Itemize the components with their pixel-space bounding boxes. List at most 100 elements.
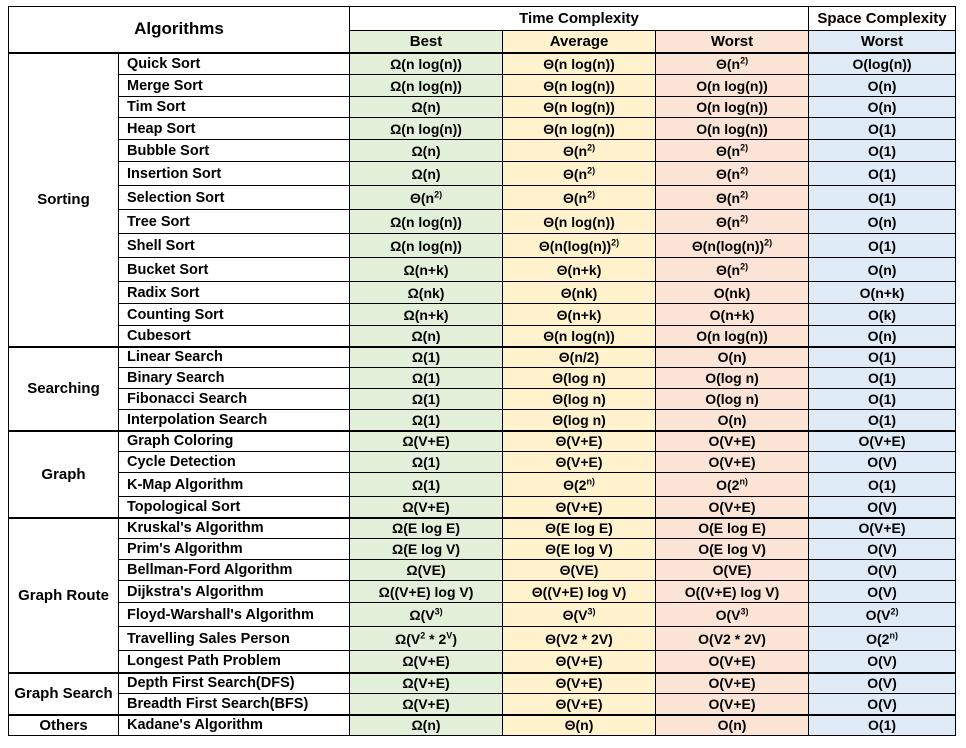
table-row: Others Kadane's Algorithm Ω(n) Θ(n) O(n) O(1): [8, 713, 957, 736]
average-complexity: Θ(2n): [502, 472, 657, 497]
worst-complexity: O(V2 * 2V): [655, 626, 810, 651]
table-row: Tree Sort Ω(n log(n)) Θ(n log(n)) Θ(n2) O(n): [9, 209, 957, 234]
average-complexity: Θ(nk): [502, 281, 657, 304]
average-complexity: Θ(n log(n)): [502, 96, 657, 118]
algorithm-name: Depth First Search(DFS): [117, 671, 351, 694]
worst-complexity: O((V+E) log V): [655, 580, 810, 603]
best-complexity: Θ(n2): [349, 185, 504, 210]
space-complexity: O(1): [808, 367, 957, 389]
algorithm-name: Bubble Sort: [117, 139, 351, 162]
algorithm-name: Graph Coloring: [117, 429, 351, 452]
best-complexity: Ω(VE): [349, 559, 504, 581]
algorithm-name: Tree Sort: [117, 209, 351, 234]
worst-complexity: O(VE): [655, 559, 810, 581]
space-complexity: O(n): [808, 257, 957, 282]
algorithm-name: Kadane's Algorithm: [117, 713, 351, 736]
worst-complexity: Θ(n2): [655, 139, 810, 162]
average-complexity: Θ(n+k): [502, 303, 657, 326]
average-complexity: Θ(n log(n)): [502, 51, 657, 75]
worst-complexity: Θ(n(log(n))2): [655, 233, 810, 258]
space-complexity: O(1): [808, 117, 957, 140]
table-row: Cubesort Ω(n) Θ(n log(n)) O(n log(n)) O(n): [9, 325, 957, 347]
best-complexity: Ω(n log(n)): [349, 51, 504, 75]
worst-complexity: Θ(n2): [655, 51, 810, 75]
worst-complexity: O(E log V): [655, 538, 810, 560]
algorithm-name: Binary Search: [117, 367, 351, 389]
best-complexity: Ω(n log(n)): [349, 74, 504, 97]
best-complexity: Ω(1): [349, 472, 504, 497]
space-complexity: O(V): [808, 650, 957, 673]
worst-complexity: O(log n): [655, 388, 810, 410]
average-complexity: Θ(V3): [502, 602, 657, 627]
space-complexity: O(V): [808, 580, 957, 603]
algorithm-name: Dijkstra's Algorithm: [117, 580, 351, 603]
average-complexity: Θ(n): [502, 713, 657, 736]
best-complexity: Ω(V2 * 2V): [349, 626, 504, 651]
algorithm-name: Cycle Detection: [117, 451, 351, 473]
algorithm-name: Topological Sort: [117, 496, 351, 518]
average-complexity: Θ(n2): [502, 139, 657, 162]
best-complexity: Ω(V+E): [349, 650, 504, 673]
algorithm-name: Shell Sort: [117, 233, 351, 258]
algorithm-name: Quick Sort: [117, 51, 351, 75]
space-complexity: O(k): [808, 303, 957, 326]
best-complexity: Ω(n log(n)): [349, 117, 504, 140]
space-complexity: O(V): [808, 559, 957, 581]
average-complexity: Θ(n log(n)): [502, 209, 657, 234]
average-complexity: Θ(log n): [502, 388, 657, 410]
worst-complexity: O(n): [655, 409, 810, 431]
space-complexity: O(log(n)): [808, 51, 957, 75]
average-complexity: Θ(n/2): [502, 345, 657, 368]
best-complexity: Ω(nk): [349, 281, 504, 304]
space-complexity-header: Space Complexity: [808, 6, 957, 31]
worst-complexity: O(n): [655, 713, 810, 736]
algorithm-name: Longest Path Problem: [117, 650, 351, 673]
algorithm-name: Linear Search: [117, 345, 351, 368]
average-complexity: Θ((V+E) log V): [502, 580, 657, 603]
algorithm-name: Kruskal's Algorithm: [117, 516, 351, 539]
average-complexity: Θ(log n): [502, 367, 657, 389]
table-row: Graph Graph Coloring Ω(V+E) Θ(V+E) O(V+E) O(V…: [8, 429, 957, 518]
worst-complexity: O(n log(n)): [655, 325, 810, 347]
table-row: Graph Route Kruskal's Algorithm Ω(E log E)…: [8, 516, 957, 673]
best-complexity: Ω(n): [349, 139, 504, 162]
category-cell: Sorting: [8, 51, 119, 347]
table-row: Dijkstra's Algorithm Ω((V+E) log V) Θ((V+E…: [9, 580, 957, 603]
table-row: Merge Sort Ω(n log(n)) Θ(n log(n)) O(n log(…: [9, 74, 957, 97]
table-row: Prim's Algorithm Ω(E log V) Θ(E log V) O(E …: [9, 538, 957, 560]
space-complexity: O(1): [808, 713, 957, 736]
space-complexity: O(1): [808, 409, 957, 431]
table-row: Floyd-Warshall's Algorithm Ω(V3) Θ(V3) O(V3…: [9, 602, 957, 627]
average-complexity: Θ(n2): [502, 161, 657, 186]
worst-complexity: O(V+E): [655, 650, 810, 673]
space-complexity: O(1): [808, 233, 957, 258]
algorithm-name: Merge Sort: [117, 74, 351, 97]
category-cell: Graph: [8, 429, 119, 518]
average-complexity: Θ(n log(n)): [502, 325, 657, 347]
space-complexity: O(n): [808, 96, 957, 118]
space-complexity: O(1): [808, 185, 957, 210]
table-row: Selection Sort Θ(n2) Θ(n2) Θ(n2) O(1): [9, 185, 957, 210]
table-row: Longest Path Problem Ω(V+E) Θ(V+E) O(V+E) O(…: [9, 650, 957, 673]
average-complexity: Θ(n(log(n))2): [502, 233, 657, 258]
best-complexity: Ω(1): [349, 409, 504, 431]
worst-complexity: Θ(n2): [655, 161, 810, 186]
best-complexity: Ω(1): [349, 367, 504, 389]
worst-complexity: O(log n): [655, 367, 810, 389]
table-row: Travelling Sales Person Ω(V2 * 2V) Θ(V2 * …: [9, 626, 957, 651]
category-cell: Searching: [8, 345, 119, 431]
average-complexity: Θ(V+E): [502, 429, 657, 452]
average-complexity: Θ(V2 * 2V): [502, 626, 657, 651]
best-complexity: Ω(n): [349, 96, 504, 118]
space-complexity: O(2n): [808, 626, 957, 651]
table-row: Sorting Quick Sort Ω(n log(n)) Θ(n log(n)) Θ…: [8, 51, 957, 347]
complexity-table: Algorithms Time Complexity Space Complex…: [7, 6, 957, 736]
best-complexity: Ω(n+k): [349, 303, 504, 326]
worst-complexity: O(V+E): [655, 693, 810, 715]
worst-complexity: O(n): [655, 345, 810, 368]
algorithm-name: Heap Sort: [117, 117, 351, 140]
average-complexity: Θ(n+k): [502, 257, 657, 282]
space-complexity: O(1): [808, 161, 957, 186]
algorithm-name: Bellman-Ford Algorithm: [117, 559, 351, 581]
best-complexity: Ω(V+E): [349, 671, 504, 694]
